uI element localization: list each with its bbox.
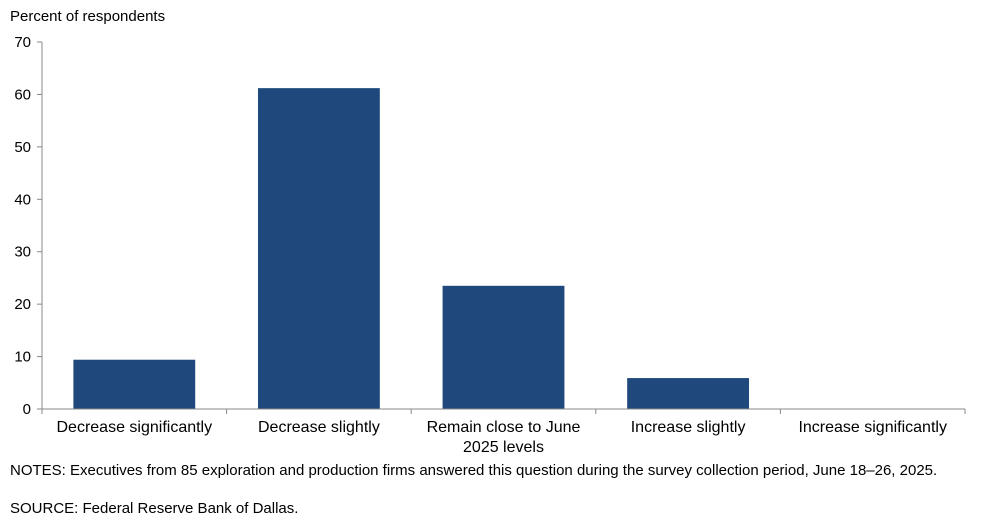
bar: [73, 359, 196, 409]
y-tick-label: 20: [14, 296, 31, 313]
bar: [442, 285, 565, 409]
y-tick-label: 60: [14, 86, 31, 103]
y-tick-label: 0: [23, 401, 31, 418]
y-tick-label: 30: [14, 244, 31, 261]
x-tick-label: Increase significantly: [798, 419, 947, 436]
x-tick-label: Remain close to June: [427, 419, 581, 436]
y-axis-label: Percent of respondents: [10, 8, 165, 25]
bar-chart: Percent of respondents 0 10 20 30 40 50 60 70 D…: [10, 8, 966, 456]
x-tick-label: Decrease slightly: [258, 419, 380, 436]
x-tick-label: 2025 levels: [463, 439, 544, 456]
bar: [257, 88, 380, 409]
x-tick-label: Decrease significantly: [56, 419, 212, 436]
chart-notes: NOTES: Executives from 85 exploration an…: [10, 462, 938, 479]
y-axis: 0 10 20 30 40 50 60 70: [14, 34, 43, 418]
bar: [627, 378, 750, 409]
x-axis: Decrease significantly Decrease slightly R…: [41, 408, 966, 456]
y-tick-label: 40: [14, 191, 31, 208]
x-tick-label: Increase slightly: [631, 419, 746, 436]
y-tick-label: 10: [14, 349, 31, 366]
y-tick-label: 70: [14, 34, 31, 51]
chart-source: SOURCE: Federal Reserve Bank of Dallas.: [10, 500, 299, 517]
y-tick-label: 50: [14, 139, 31, 156]
bars: [73, 88, 750, 409]
